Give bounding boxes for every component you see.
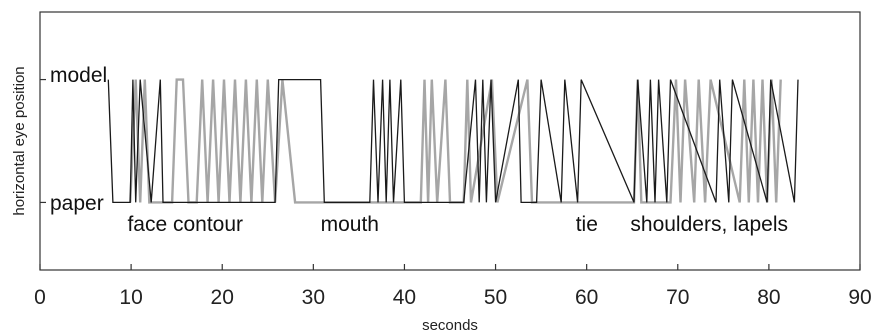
- region-annotations: face contour mouth tie shoulders, lapels: [127, 213, 788, 236]
- x-tick-label: 20: [211, 286, 234, 309]
- y-axis-label: horizontal eye position: [11, 66, 28, 215]
- series-line-gray: [129, 78, 782, 204]
- x-tick-label: 90: [848, 286, 871, 309]
- series-line-black: [107, 78, 799, 204]
- x-tick-label: 30: [302, 286, 325, 309]
- paper-level-label: paper: [50, 192, 104, 215]
- x-axis-label: seconds: [422, 317, 478, 334]
- x-tick-label: 10: [119, 286, 142, 309]
- x-tick-label: 0: [34, 286, 46, 309]
- x-tick-label: 40: [393, 286, 416, 309]
- x-axis-ticks: 0 10 20 30 40 50 60 70 80 90: [34, 264, 872, 309]
- x-tick-label: 70: [666, 286, 689, 309]
- x-tick-label: 80: [757, 286, 780, 309]
- y-axis-ticks: [40, 78, 46, 204]
- plot-frame: [39, 11, 861, 271]
- series-layer: [107, 78, 799, 204]
- annotation-label: mouth: [321, 213, 379, 236]
- annotation-label: tie: [576, 213, 598, 236]
- x-tick-label: 60: [575, 286, 598, 309]
- model-level-label: model: [50, 64, 107, 87]
- annotation-label: shoulders, lapels: [630, 213, 788, 236]
- annotation-label: face contour: [127, 213, 243, 236]
- x-tick-label: 50: [484, 286, 507, 309]
